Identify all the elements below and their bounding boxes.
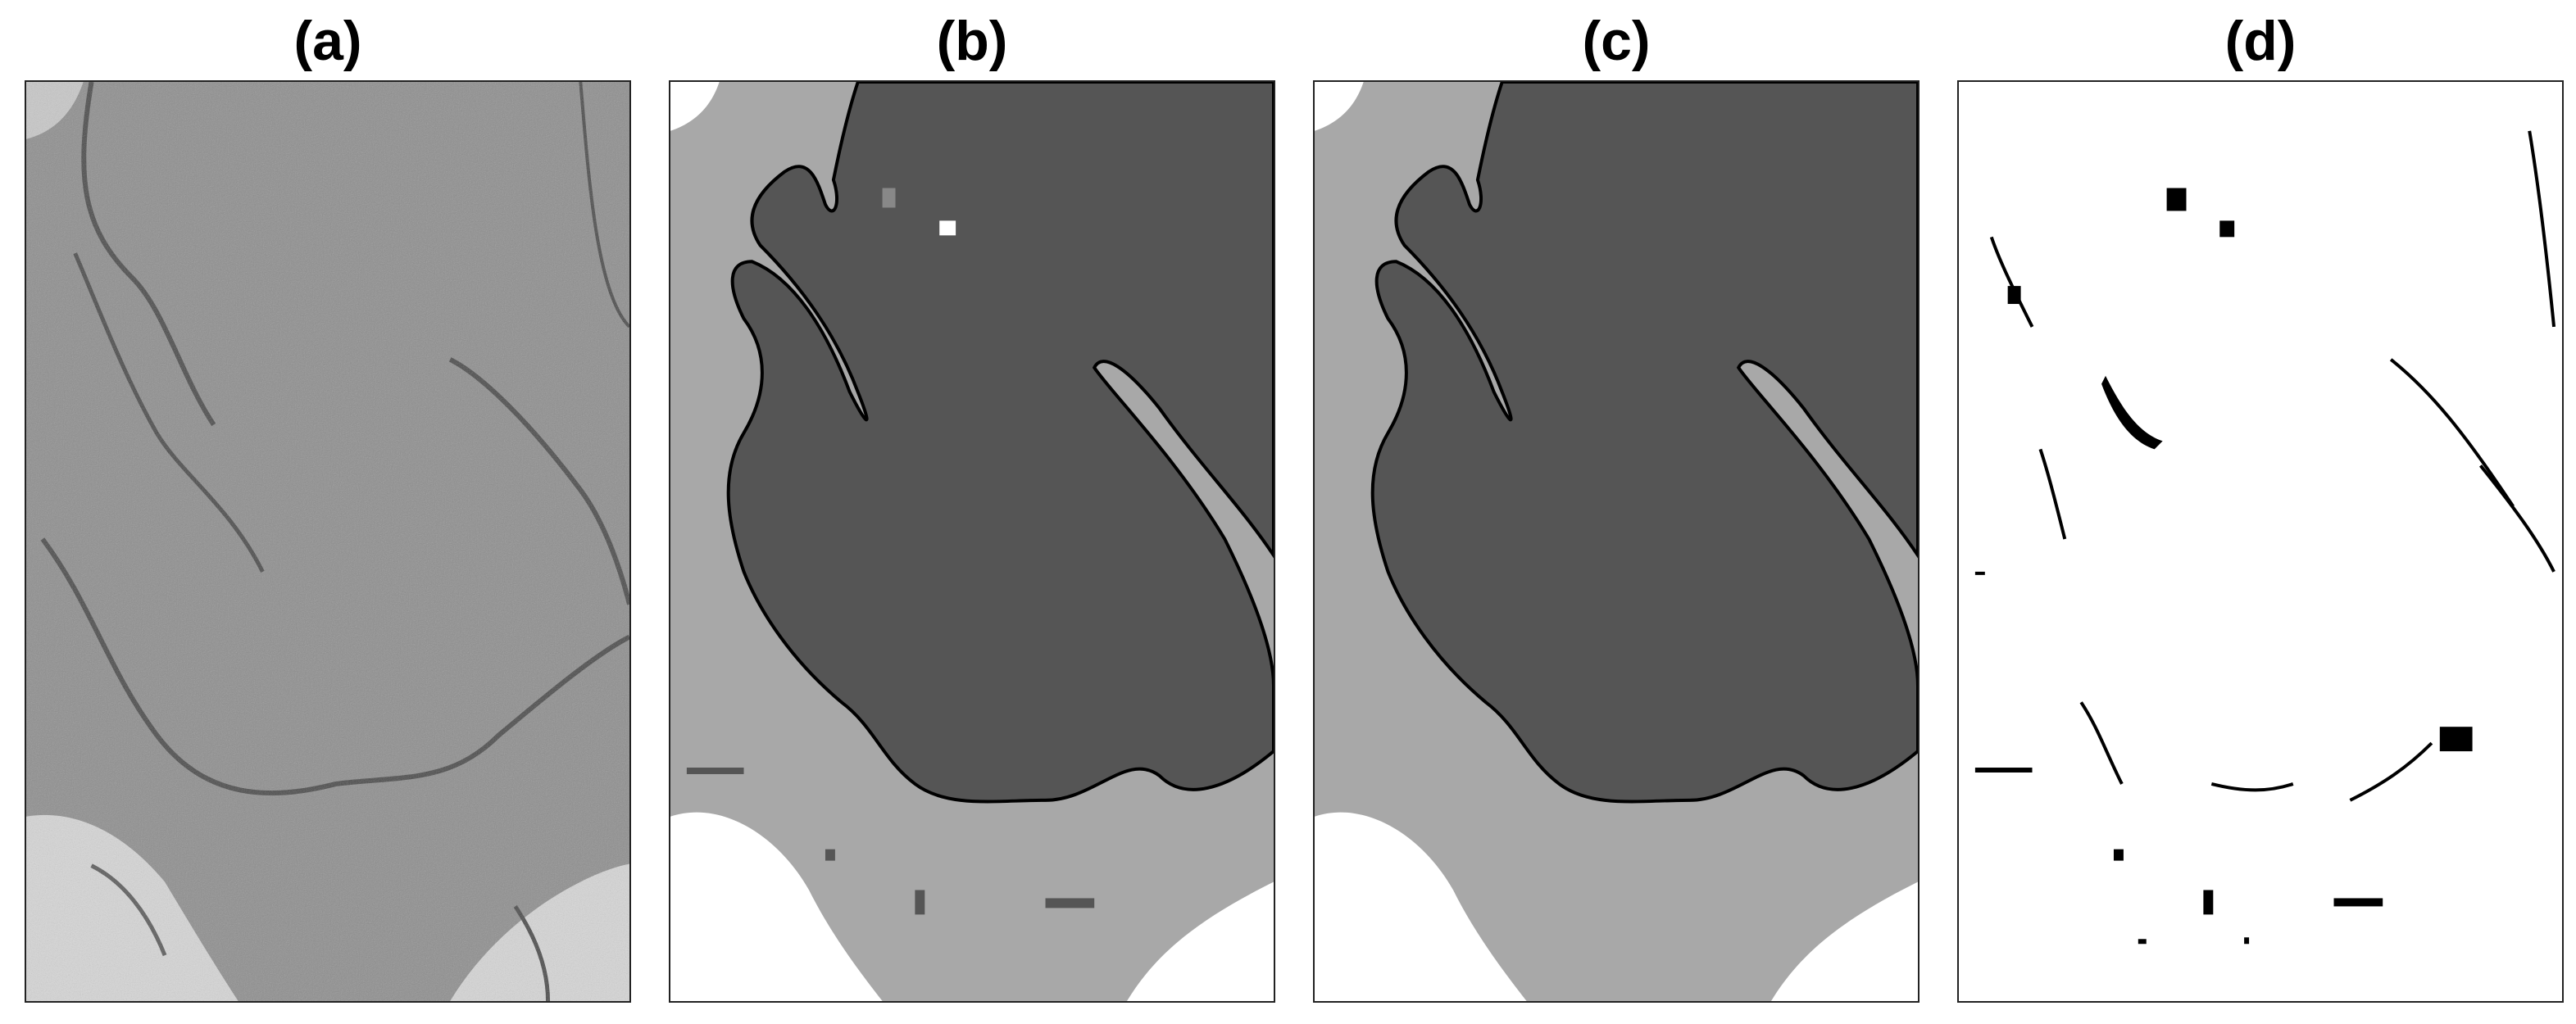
panel-d: (d) (1957, 0, 2564, 1024)
difference-map-image (1959, 82, 2562, 1001)
panel-c-label: (c) (1582, 10, 1651, 72)
panel-d-image (1957, 80, 2564, 1003)
panel-b-label: (b) (936, 10, 1008, 72)
panel-c: (c) (1313, 0, 1920, 1024)
panel-b-image (669, 80, 1275, 1003)
panel-a-label: (a) (293, 10, 362, 72)
panel-b: (b) (669, 0, 1275, 1024)
segmentation-noisy-image (670, 82, 1274, 1001)
panel-d-label: (d) (2224, 10, 2297, 72)
panel-a: (a) (25, 0, 631, 1024)
panel-c-image (1313, 80, 1920, 1003)
segmentation-refined-image (1315, 82, 1918, 1001)
panel-a-image (25, 80, 631, 1003)
micrograph-image (26, 82, 629, 1001)
